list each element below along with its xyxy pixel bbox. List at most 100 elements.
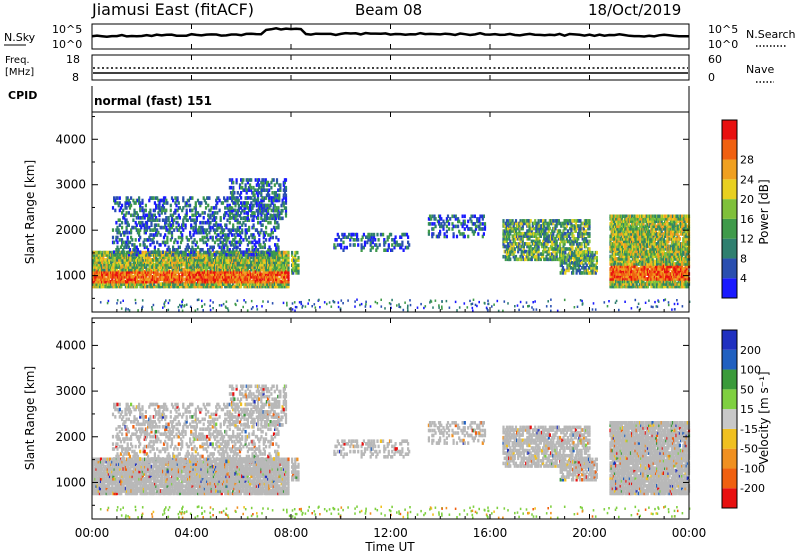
power-cell <box>199 238 202 242</box>
power-cell <box>147 279 150 284</box>
power-cell <box>452 232 455 236</box>
station-title: Jiamusi East (fitACF) <box>91 0 254 19</box>
power-cell <box>174 267 177 272</box>
power-cell <box>159 284 162 289</box>
power-cell <box>102 279 105 284</box>
freq-label-2: [MHz] <box>5 67 34 78</box>
power-cell <box>232 258 235 262</box>
power-cell <box>150 275 153 279</box>
power-cell <box>208 252 211 257</box>
power-cell <box>273 208 276 213</box>
power-cell <box>227 265 230 269</box>
power-cell <box>121 211 124 215</box>
power-cell <box>115 284 118 289</box>
power-cell <box>147 267 150 272</box>
power-cell <box>235 178 238 182</box>
power-cell <box>146 270 149 274</box>
power-cell <box>220 284 223 289</box>
power-cell <box>235 255 238 260</box>
power-cell <box>200 262 203 267</box>
power-cell <box>116 235 119 240</box>
power-cell <box>111 258 114 262</box>
power-cell <box>270 265 273 269</box>
power-cell <box>287 262 290 267</box>
power-cell <box>186 255 190 260</box>
power-cell <box>197 275 200 279</box>
power-cell <box>238 225 242 230</box>
power-cell <box>391 248 394 252</box>
power-cell <box>249 282 252 286</box>
power-cell <box>270 270 273 274</box>
power-cell <box>122 240 125 245</box>
power-cell <box>171 277 174 282</box>
power-cell <box>259 267 262 272</box>
power-cell <box>202 262 205 267</box>
power-cell <box>595 255 598 260</box>
power-cell <box>181 233 184 237</box>
power-cell <box>139 267 142 272</box>
power-cell <box>233 255 236 260</box>
power-cell <box>204 201 208 205</box>
power-cell <box>216 211 219 215</box>
power-cell <box>145 250 148 255</box>
power-cell <box>163 258 166 262</box>
power-cell <box>206 267 209 272</box>
power-cell <box>177 272 180 277</box>
power-cell <box>251 272 254 277</box>
power-cell <box>137 253 140 257</box>
power-cell <box>225 211 228 215</box>
power-cell <box>178 206 181 210</box>
power-cell <box>126 196 129 200</box>
power-cell <box>97 272 100 277</box>
power-cell <box>138 272 141 277</box>
power-cell <box>144 213 147 218</box>
power-cell <box>277 245 280 250</box>
power-cell <box>138 262 141 267</box>
power-cell <box>206 233 209 237</box>
power-cell <box>228 220 231 225</box>
power-cell <box>273 183 276 187</box>
power-cell <box>202 216 205 220</box>
power-cell <box>270 250 273 255</box>
power-cell <box>111 279 114 284</box>
power-cell <box>204 258 208 262</box>
power-cell <box>234 275 237 279</box>
power-cell <box>208 262 211 267</box>
power-cell <box>118 208 121 213</box>
power-cell <box>443 222 446 226</box>
power-cell <box>195 250 199 255</box>
power-cell <box>97 260 100 265</box>
power-cell <box>157 282 160 286</box>
power-cell <box>240 191 243 195</box>
power-cell <box>230 233 234 237</box>
power-cell <box>150 260 153 265</box>
power-cell <box>108 265 112 269</box>
power-cell <box>173 248 176 252</box>
power-cell <box>216 265 219 269</box>
power-cell <box>212 275 215 279</box>
power-cell <box>267 220 270 225</box>
power-cell <box>125 218 128 222</box>
power-cell <box>537 219 540 223</box>
power-cell <box>211 272 214 277</box>
power-cell <box>227 255 230 260</box>
nsky-trace <box>91 27 689 39</box>
power-cell <box>158 218 161 222</box>
power-cell <box>219 267 222 272</box>
power-cell <box>93 262 96 267</box>
power-cell <box>243 201 246 205</box>
power-cell <box>262 282 265 286</box>
power-cell <box>143 238 146 242</box>
power-cell <box>184 250 187 255</box>
power-cell <box>356 232 359 237</box>
power-cell <box>204 260 208 265</box>
power-cell <box>105 279 108 284</box>
power-cell <box>458 219 461 224</box>
power-cell <box>174 258 177 262</box>
power-cell <box>172 272 175 277</box>
power-cell <box>193 277 196 282</box>
power-cell <box>156 218 159 222</box>
power-cell <box>174 255 177 260</box>
power-cell <box>474 224 478 229</box>
power-cell <box>202 284 205 289</box>
